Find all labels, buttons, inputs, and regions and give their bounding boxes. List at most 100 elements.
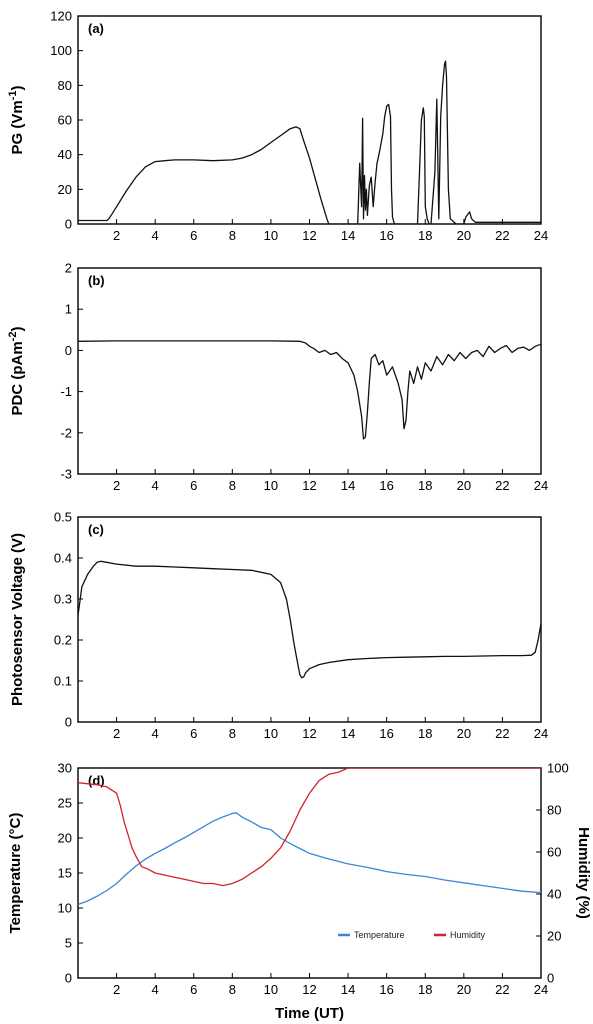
x-tick-label: 24 [534, 228, 548, 243]
x-tick-label: 18 [418, 982, 432, 997]
x-tick-label: 12 [302, 228, 316, 243]
y-tick-label: 0.5 [54, 510, 72, 525]
y-axis-label-superscript: -1 [7, 91, 19, 101]
x-tick-label: 4 [152, 726, 159, 741]
x-axis-label: Time (UT) [275, 1005, 344, 1022]
y-axis-label-superscript: -2 [7, 332, 19, 342]
x-tick-label: 2 [113, 726, 120, 741]
y-axis-label-text: PDC (pAm [9, 341, 26, 415]
x-tick-label: 24 [534, 982, 548, 997]
y-axis-label: Temperature (°C) [7, 813, 24, 934]
x-tick-label: 14 [341, 228, 355, 243]
y2-tick-label: 100 [547, 761, 569, 776]
x-tick-label: 10 [264, 982, 278, 997]
y-tick-label: 0.4 [54, 551, 72, 566]
panel-a: 2 4 6 8 10 12 14 16 18 20 22 24020406080100120(a)PG… [7, 9, 548, 244]
panel-c: 2 4 6 8 10 12 14 16 18 20 22 2400.10.20.30.40.5(c)P… [9, 510, 548, 742]
y2-axis-label: Humidity (%) [575, 827, 592, 919]
x-tick-label: 14 [341, 982, 355, 997]
y-axis-label-text: PG (Vm [9, 100, 26, 154]
panel-d: 2 4 6 8 10 12 14 16 18 20 22 2405101520253002040608… [7, 761, 592, 1023]
x-tick-label: 6 [190, 228, 197, 243]
y-tick-label: 20 [58, 831, 72, 846]
x-tick-label: 22 [495, 726, 509, 741]
series-line [78, 560, 541, 679]
y-tick-label: 2 [65, 261, 72, 276]
x-tick-label: 2 [113, 228, 120, 243]
series-line [78, 340, 541, 440]
x-tick-label: 14 [341, 478, 355, 493]
x-tick-label: 4 [152, 982, 159, 997]
y-tick-label: 20 [58, 182, 72, 197]
x-tick-label: 8 [229, 228, 236, 243]
y-axis-label-end: ) [9, 86, 26, 91]
y-tick-label: 1 [65, 302, 72, 317]
plot-frame [77, 267, 542, 475]
series-line-temperature [78, 812, 541, 906]
y-tick-label: 40 [58, 147, 72, 162]
x-tick-label: 18 [418, 228, 432, 243]
x-tick-label: 16 [379, 478, 393, 493]
x-tick-label: 24 [534, 478, 548, 493]
y2-tick-label: 60 [547, 845, 561, 860]
x-tick-label: 16 [379, 982, 393, 997]
y2-tick-label: 0 [547, 971, 554, 986]
x-tick-label: 6 [190, 982, 197, 997]
x-tick-label: 4 [152, 478, 159, 493]
y-tick-label: 0 [65, 715, 72, 730]
panel-label: (a) [88, 21, 104, 36]
x-tick-label: 2 [113, 478, 120, 493]
y-tick-label: 25 [58, 796, 72, 811]
x-tick-label: 6 [190, 726, 197, 741]
series-line [78, 60, 541, 224]
x-tick-label: 2 [113, 982, 120, 997]
legend-label: Humidity [450, 930, 486, 940]
y-tick-label: 120 [50, 9, 72, 24]
y-axis-label: PG (Vm-1) [7, 86, 26, 155]
y-tick-label: 30 [58, 761, 72, 776]
y-tick-label: 100 [50, 43, 72, 58]
y-tick-label: -1 [60, 384, 72, 399]
x-tick-label: 12 [302, 982, 316, 997]
plot-frame [77, 15, 542, 225]
x-tick-label: 20 [457, 478, 471, 493]
x-tick-label: 22 [495, 478, 509, 493]
x-tick-label: 22 [495, 228, 509, 243]
legend-label: Temperature [354, 930, 405, 940]
x-tick-label: 16 [379, 726, 393, 741]
x-tick-label: 16 [379, 228, 393, 243]
y-tick-label: 0 [65, 971, 72, 986]
x-tick-label: 8 [229, 726, 236, 741]
x-tick-label: 18 [418, 478, 432, 493]
x-tick-label: 24 [534, 726, 548, 741]
x-tick-label: 10 [264, 726, 278, 741]
y2-tick-label: 80 [547, 803, 561, 818]
x-tick-label: 4 [152, 228, 159, 243]
y2-tick-label: 20 [547, 929, 561, 944]
x-tick-label: 18 [418, 726, 432, 741]
x-tick-label: 10 [264, 478, 278, 493]
y-tick-label: 10 [58, 901, 72, 916]
y-tick-label: -3 [60, 467, 72, 482]
x-tick-label: 20 [457, 228, 471, 243]
y-tick-label: 0.3 [54, 592, 72, 607]
x-tick-label: 8 [229, 982, 236, 997]
x-tick-label: 10 [264, 228, 278, 243]
x-tick-label: 20 [457, 982, 471, 997]
x-tick-label: 14 [341, 726, 355, 741]
y-tick-label: 0 [65, 343, 72, 358]
x-tick-label: 22 [495, 982, 509, 997]
y-tick-label: -2 [60, 425, 72, 440]
panel-label: (b) [88, 273, 105, 288]
plot-frame [77, 516, 542, 723]
panel-label: (c) [88, 522, 104, 537]
series-line-humidity [78, 768, 541, 887]
x-tick-label: 6 [190, 478, 197, 493]
x-tick-label: 12 [302, 726, 316, 741]
y-tick-label: 0.1 [54, 674, 72, 689]
plot-frame [77, 767, 542, 979]
y2-tick-label: 40 [547, 887, 561, 902]
y-axis-label: PDC (pAm-2) [7, 327, 26, 416]
